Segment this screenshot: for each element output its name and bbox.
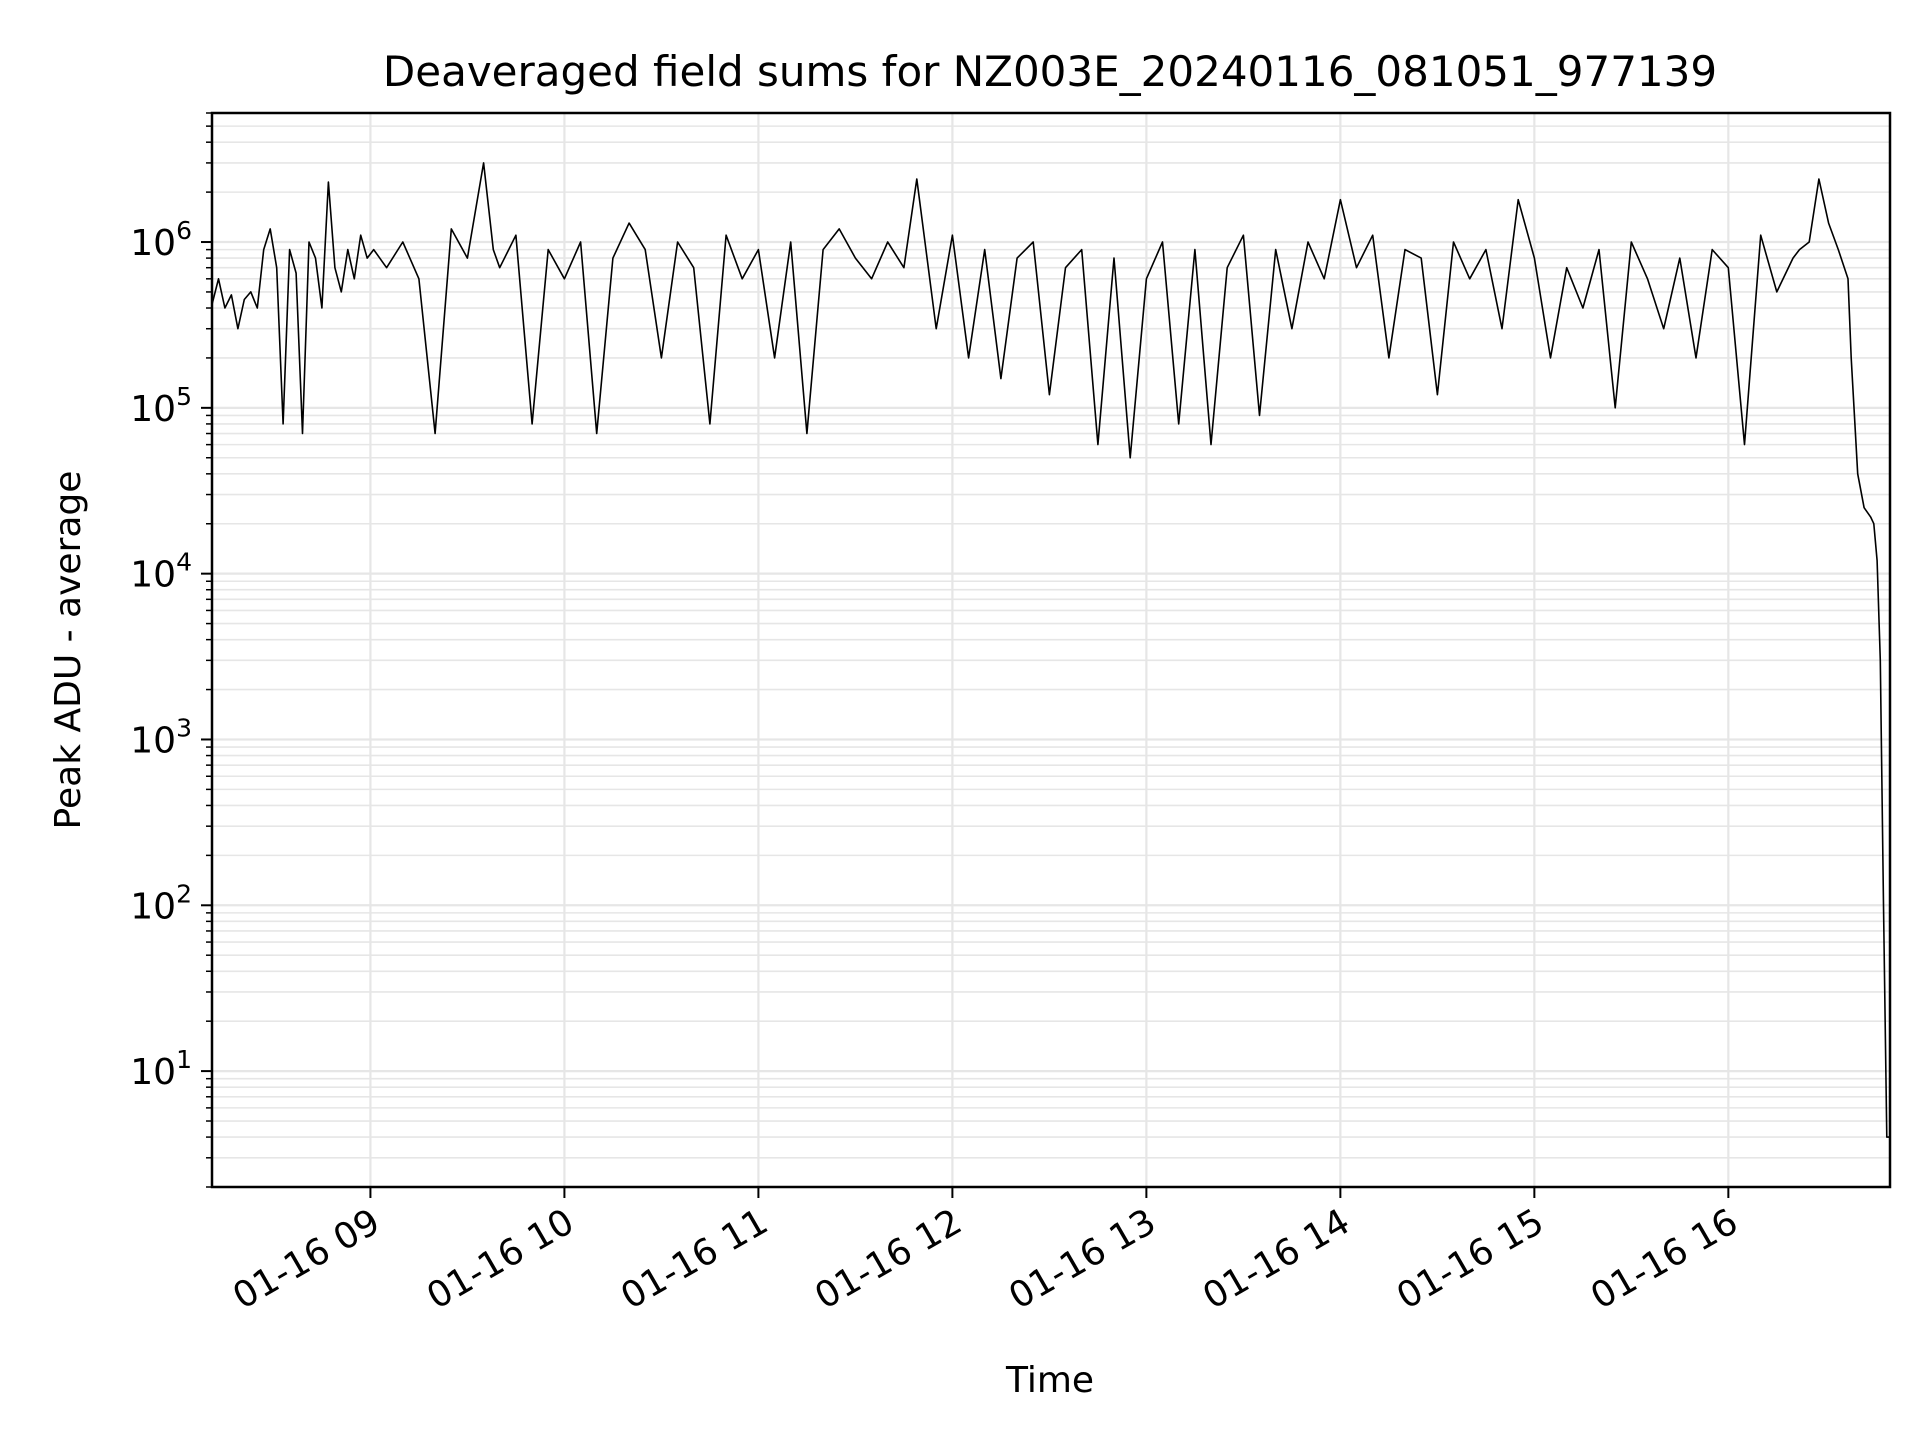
minor-gridlines [212,112,1890,1188]
y-tick-label: 104 [130,548,192,596]
y-tick-exponent: 4 [176,548,192,577]
y-tick-exponent: 2 [176,879,192,908]
x-axis-label: Time [1005,1360,1094,1401]
y-tick-label: 106 [130,216,192,264]
y-tick-base: 10 [130,389,176,430]
series-group [211,162,1890,1138]
y-axis-label: Peak ADU - average [48,471,89,830]
y-tick-base: 10 [130,223,176,264]
y-tick-label: 103 [130,713,192,761]
series-line [211,162,1890,1138]
plot-frame [210,111,1892,1189]
y-tick-label: 101 [130,1045,192,1093]
y-tick-exponent: 3 [176,713,192,742]
chart-title: Deaveraged field sums for NZ003E_2024011… [383,47,1717,96]
y-tick-base: 10 [130,1052,176,1093]
y-tick-label: 105 [130,382,192,430]
y-tick-exponent: 6 [176,216,192,245]
y-tick-label: 102 [130,879,192,927]
y-tick-base: 10 [130,720,176,761]
y-tick-exponent: 1 [176,1045,192,1074]
y-tick-base: 10 [130,886,176,927]
y-tick-base: 10 [130,555,176,596]
y-tick-exponent: 5 [176,382,192,411]
